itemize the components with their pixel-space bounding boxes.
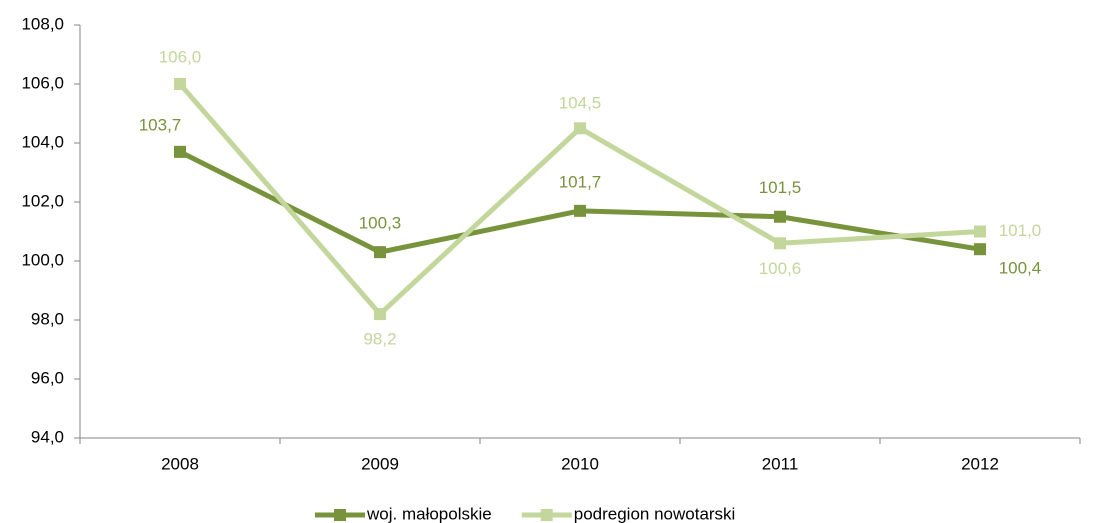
point-marker <box>574 122 586 135</box>
point-marker <box>974 225 986 238</box>
y-tick-label: 102,0 <box>21 191 64 210</box>
point-marker <box>374 308 386 321</box>
data-label: 103,7 <box>139 115 182 134</box>
data-label: 100,3 <box>359 214 402 233</box>
x-tick-label: 2009 <box>361 454 399 473</box>
y-tick-label: 100,0 <box>21 250 64 269</box>
point-marker <box>374 246 386 259</box>
x-tick-label: 2011 <box>762 454 799 473</box>
point-marker <box>174 78 186 90</box>
point-marker <box>174 145 186 158</box>
data-label: 100,6 <box>759 259 802 278</box>
x-tick-label: 2008 <box>161 454 199 473</box>
x-tick-label: 2010 <box>561 454 599 473</box>
y-tick-label: 96,0 <box>31 368 64 387</box>
series-line <box>178 82 981 317</box>
y-tick-label: 106,0 <box>21 73 64 92</box>
legend-label: woj. małopolskie <box>366 504 492 523</box>
point-marker <box>574 204 586 217</box>
y-tick-label: 98,0 <box>31 309 64 328</box>
y-tick-label: 94,0 <box>31 427 64 446</box>
data-label: 98,2 <box>363 330 396 349</box>
data-label: 101,7 <box>559 172 602 191</box>
point-marker <box>774 237 786 250</box>
point-marker <box>974 243 986 256</box>
legend-marker <box>334 509 346 521</box>
y-tick-label: 104,0 <box>21 132 64 151</box>
y-tick-label: 108,0 <box>21 14 64 33</box>
data-label: 104,5 <box>559 94 602 113</box>
legend-marker <box>540 509 553 521</box>
data-label: 101,0 <box>999 221 1042 240</box>
point-marker <box>774 210 786 223</box>
data-label: 100,4 <box>999 259 1042 278</box>
data-label: 106,0 <box>159 47 202 66</box>
x-tick-label: 2012 <box>961 454 999 473</box>
legend-label: podregion nowotarski <box>574 504 736 523</box>
data-label: 101,5 <box>759 178 802 197</box>
